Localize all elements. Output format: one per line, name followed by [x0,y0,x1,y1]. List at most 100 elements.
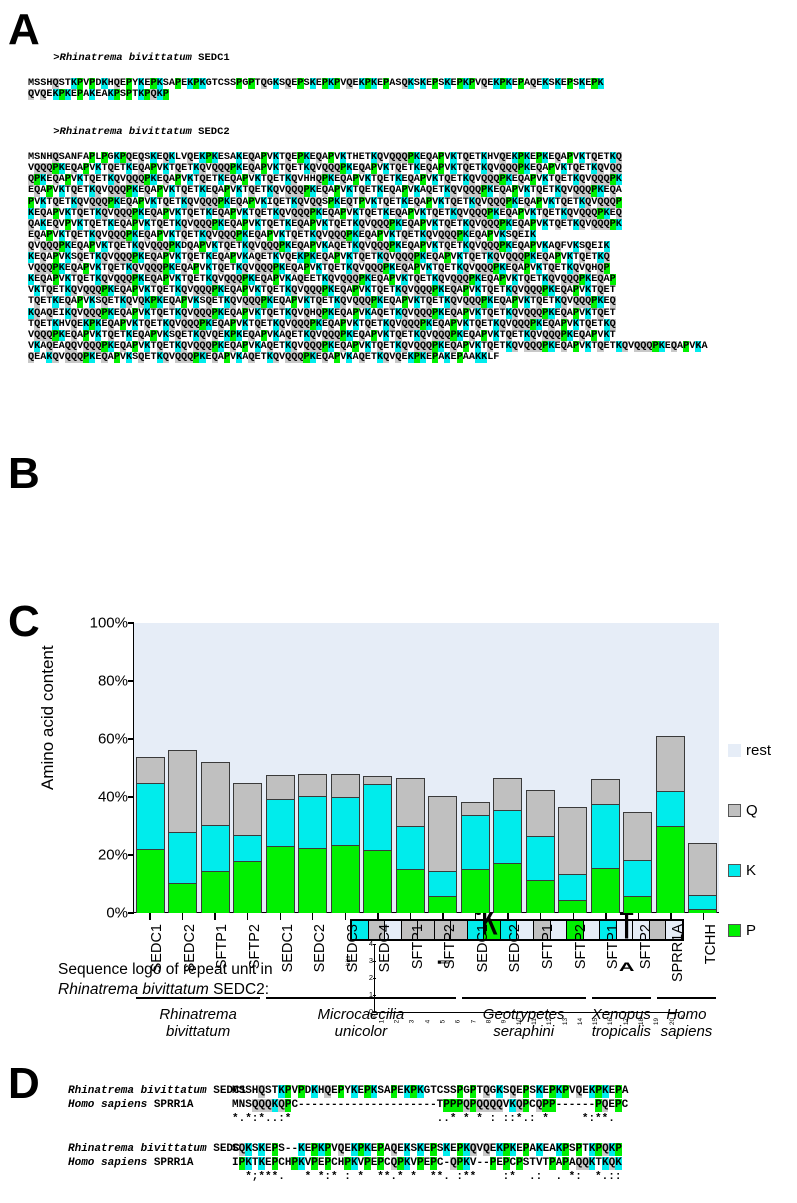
chart-bar-slot [622,623,655,914]
chart-bar[interactable] [135,757,165,914]
alignment-residue-run: K [298,1143,305,1157]
alignment-residue-run: P [469,1085,477,1099]
alignment-residue-run: K [417,1085,424,1099]
chart-segment-k [298,795,328,849]
chart-segment-k [655,790,685,827]
alignment-residue-run: P [364,1157,371,1171]
sequence-line: QVQQQPKEQAPVKTQETKQVQQQPKDQAPVKTQETKQVQQ… [28,240,610,253]
chart-bar[interactable] [623,811,653,914]
alignment-residue-run: K [350,1157,358,1171]
alignment-residue-run: K [258,1157,266,1171]
alignment-gene-name: SPRR1A [147,1157,194,1169]
chart-bar[interactable] [168,750,198,914]
alignment-residue-run: Q [608,1157,616,1171]
chart-bar[interactable] [233,783,263,914]
alignment-residue-run: P [469,1099,477,1113]
chart-bar[interactable] [363,775,393,914]
alignment-residue-run: P [284,1099,292,1113]
alignment-residue-run: K [509,1143,517,1157]
logo-column-8: K [481,904,497,1012]
chart-x-label-text: SFTP2 [637,924,654,970]
alignment-residue-run: P [410,1085,417,1099]
chart-bar[interactable] [330,774,360,914]
alignment-residue-run: V [357,1157,365,1169]
alignment-residue-run: Q [535,1099,543,1113]
chart-x-label: TCHH [687,922,720,994]
alignment-residue-run: H [317,1085,325,1097]
alignment-conservation-marks: *;***. * *:* : * **.* * **. :** :* .: . … [232,1171,622,1183]
chart-bar-slot [362,623,395,914]
chart-y-tickmark [128,680,134,682]
alignment-residue-run: P [238,1157,246,1171]
chart-bar[interactable] [688,843,718,914]
chart-bar[interactable] [590,778,620,914]
chart-bar[interactable] [395,777,425,914]
chart-x-tickmark [263,913,296,920]
logo-colorbar-cell-13 [550,921,568,939]
alignment-residue-run: I [232,1157,239,1169]
alignment-residue-run: K [509,1099,516,1113]
chart-legend-label: P [746,922,757,939]
alignment-row: Rhinatrema bivittatum SEDC1 MSSHQSTKPVPDK… [0,1085,797,1099]
chart-bar-slot [232,623,265,914]
logo-colorbar-cell-14 [567,921,584,939]
alignment-residue-run: P [456,1157,464,1171]
chart-segment-k [330,796,360,846]
alignment-residue-run: S [569,1143,576,1155]
logo-colorbar-cell-12 [534,921,551,939]
chart-legend-item-k[interactable]: K [728,862,794,879]
alignment-residue-run: P [430,1157,437,1171]
alignment-residue-run: P [337,1085,345,1099]
sedc2-header-species: Rhinatrema bivittatum [59,126,192,139]
alignment-residue-run: P [522,1085,530,1099]
chart-x-label: SFTP2 [621,922,654,994]
alignment-residue-run: E [516,1085,523,1097]
alignment-residue-run: P [575,1143,583,1157]
chart-bar-slot [492,623,525,914]
chart-bar[interactable] [655,736,685,914]
chart-x-label-text: SFTP1 [214,924,231,970]
alignment-residue-run: Q [390,1143,398,1157]
chart-bar[interactable] [200,761,230,914]
chart-y-tickmark [128,796,134,798]
alignment-residue-run: A [621,1085,629,1097]
alignment-residue-run: V-- [469,1157,490,1169]
alignment-residue-run: SA [377,1085,391,1097]
chart-group-label-species: unicolor [334,1023,388,1040]
alignment-residue-run: P [502,1157,510,1171]
chart-x-axis-labels: SEDC1 SEDC2 SFTP1 SFTP2 SEDC1 SEDC2 SEDC3 SEDC4… [133,922,719,994]
chart-bar[interactable] [493,777,523,914]
chart-bar[interactable] [460,802,490,914]
chart-x-label-text: SFTP1 [605,924,622,970]
chart-bar-slot [167,623,200,914]
chart-bar-slot [199,623,232,914]
chart-x-label-text: TCHH [702,924,719,965]
sequence-line: KQAQEIKQVQQQPKEQAPVKTQETKQVQQQPKEQAPVKTQ… [28,307,616,319]
panel-b-sequence-logo: Sequence logo of repeat unit in Rhinatre… [0,452,797,1025]
chart-bar[interactable] [525,789,555,914]
alignment-residue-run: E [265,1157,272,1169]
chart-segment-k [233,834,263,863]
alignment-residue-run: P [615,1143,622,1157]
panel-letter-a: A [8,5,40,54]
chart-species-group: Homo sapiens [654,997,719,1059]
chart-bar-slot [329,623,362,914]
chart-legend-item-p[interactable]: P [728,922,794,939]
alignment-residue-run: V [476,1143,484,1155]
chart-bar[interactable] [428,796,458,914]
chart-bar[interactable] [558,807,588,914]
chart-group-label-genus: Geotrypetes [482,1006,565,1023]
chart-segment-q [428,796,458,873]
chart-x-tickmark [459,913,492,920]
alignment-row-name: Homo sapiens SPRR1A [0,1099,232,1111]
chart-legend-item-q[interactable]: Q [728,802,794,819]
chart-legend-swatch [728,804,741,817]
chart-bar[interactable] [298,774,328,914]
alignment-residue-run: P [522,1099,530,1113]
alignment-residue-run: K [463,1143,470,1157]
chart-bar[interactable] [265,775,295,914]
chart-group-label: Xenopus tropicalis [589,1006,654,1040]
alignment-residue-run: K [602,1085,609,1099]
chart-legend-item-rest[interactable]: rest [728,742,794,759]
alignment-residue-run: K [463,1157,470,1171]
